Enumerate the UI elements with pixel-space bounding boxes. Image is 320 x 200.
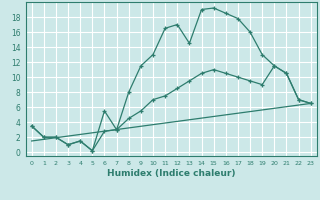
X-axis label: Humidex (Indice chaleur): Humidex (Indice chaleur): [107, 169, 236, 178]
